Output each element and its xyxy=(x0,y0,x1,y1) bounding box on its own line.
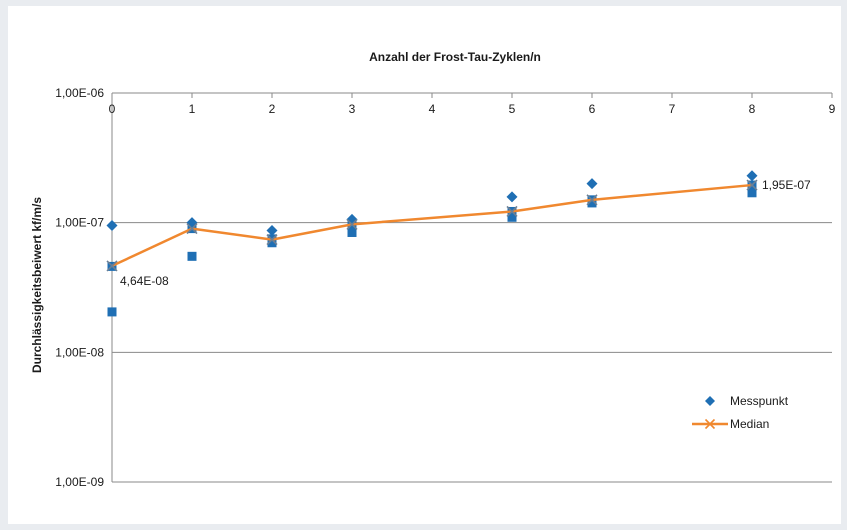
mark-layer: 4,64E-08 1,95E-07 xyxy=(106,170,811,317)
chart-area xyxy=(8,6,841,524)
x-tick-label: 6 xyxy=(589,102,596,116)
messpunkt-diamond xyxy=(746,170,758,182)
median-marker-stroke xyxy=(746,179,758,191)
median-marker xyxy=(346,218,358,230)
x-tick-label: 0 xyxy=(109,102,116,116)
data-label: 1,95E-07 xyxy=(762,178,811,192)
median-marker xyxy=(186,223,198,235)
messpunkt-square xyxy=(587,198,597,208)
messpunkt-diamond xyxy=(266,225,278,237)
x-tick-label: 9 xyxy=(829,102,836,116)
messpunkt-square xyxy=(107,307,117,317)
median-marker-stroke xyxy=(106,260,118,272)
x-tick-label: 2 xyxy=(269,102,276,116)
median-marker xyxy=(586,194,598,206)
messpunkt-diamond xyxy=(586,178,598,190)
messpunkt-square xyxy=(347,227,357,237)
median-marker-stroke xyxy=(506,205,518,218)
median-marker-stroke xyxy=(266,234,278,246)
x-tick-label: 4 xyxy=(429,102,436,116)
messpunkt-square xyxy=(747,188,757,198)
median-marker-stroke xyxy=(346,218,358,230)
x-tick-label: 3 xyxy=(349,102,356,116)
y-tick-label: 1,00E-07 xyxy=(55,216,104,230)
axis-layer: 1,00E-06 1,00E-07 1,00E-08 1,00E-09 0 1 2 3 4 5 6 7… xyxy=(55,86,835,489)
legend-label: Messpunkt xyxy=(730,394,789,408)
median-line xyxy=(111,183,753,268)
messpunkt-square xyxy=(267,238,277,248)
median-marker xyxy=(746,179,758,191)
x-tick-label: 5 xyxy=(509,102,516,116)
legend-messpunkt-marker xyxy=(705,396,715,406)
chart-title: Anzahl der Frost-Tau-Zyklen/n xyxy=(369,50,541,64)
x-tick-label: 7 xyxy=(669,102,676,116)
x-tick-label: 8 xyxy=(749,102,756,116)
messpunkt-diamond xyxy=(106,220,118,232)
x-tick-label: 1 xyxy=(189,102,196,116)
grid-layer xyxy=(112,92,832,483)
legend-label: Median xyxy=(730,417,769,431)
y-axis-label: Durchlässigkeitsbeiwert kf/m/s xyxy=(30,197,44,373)
messpunkt-square xyxy=(187,251,197,261)
median-marker-stroke xyxy=(586,194,598,206)
median-marker xyxy=(266,234,278,246)
messpunkt-diamond xyxy=(506,191,518,203)
y-tick-label: 1,00E-09 xyxy=(55,475,104,489)
y-tick-label: 1,00E-06 xyxy=(55,86,104,100)
legend-median-marker xyxy=(704,418,716,430)
messpunkt-square xyxy=(507,212,517,222)
median-marker xyxy=(106,260,118,272)
legend: Messpunkt Median xyxy=(692,394,789,431)
y-tick-label: 1,00E-08 xyxy=(55,345,104,359)
median-marker-stroke xyxy=(186,223,198,235)
median-marker xyxy=(506,205,518,218)
data-label: 4,64E-08 xyxy=(120,274,169,288)
